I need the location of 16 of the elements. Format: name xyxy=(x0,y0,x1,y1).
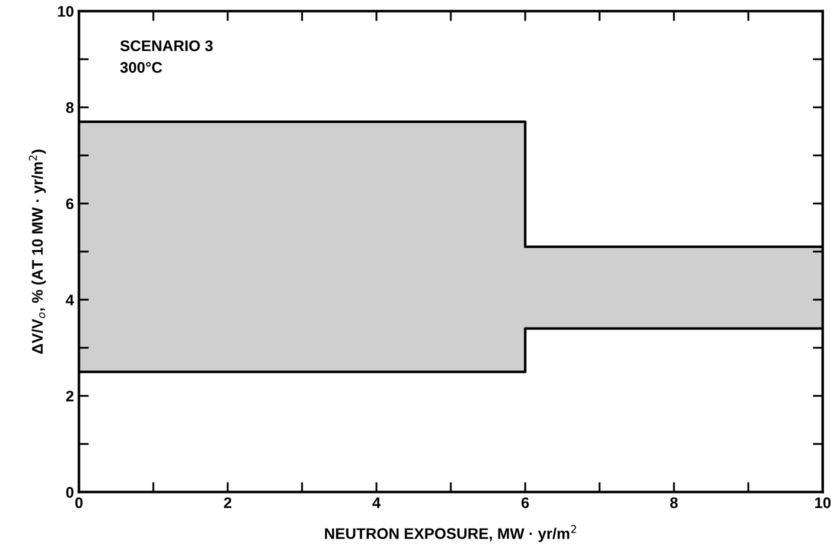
y-tick-label: 8 xyxy=(66,102,74,113)
y-tick-label: 10 xyxy=(58,6,74,17)
annotation: SCENARIO 3 xyxy=(120,40,213,52)
x-tick-label: 10 xyxy=(815,497,831,508)
y-tick-label: 2 xyxy=(66,390,74,402)
annotation: 300°C xyxy=(120,62,162,73)
x-tick-label: 6 xyxy=(522,497,529,508)
y-tick-label: 0 xyxy=(66,486,74,498)
y-tick-label: 4 xyxy=(66,294,74,306)
x-tick-label: 2 xyxy=(224,497,232,508)
y-axis-title: ΔV/V$_{o}$, % (AT 10 MW · yr/m$^{2}$) xyxy=(28,150,46,354)
y-tick-label: 6 xyxy=(66,198,74,210)
x-tick-label: 0 xyxy=(75,497,83,508)
x-axis-title: NEUTRON EXPOSURE, MW · yr/m$^{2}$ xyxy=(325,525,576,542)
x-tick-label: 4 xyxy=(372,497,381,508)
x-tick-label: 8 xyxy=(670,497,678,508)
